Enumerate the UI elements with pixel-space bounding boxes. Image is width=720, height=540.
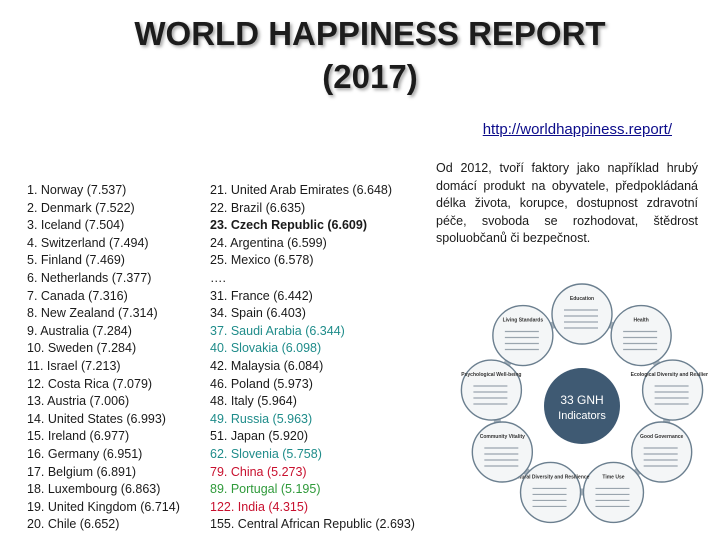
ranking-item: 20. Chile (6.652)	[27, 517, 120, 532]
ranking-item: 155. Central African Republic (2.693)	[210, 517, 415, 532]
ranking-item: 10. Sweden (7.284)	[27, 341, 137, 356]
ranking-list-mid: 21. United Arab Emirates (6.648) 22. Braz…	[210, 182, 415, 534]
title-line-1: WORLD HAPPINESS REPORT	[134, 15, 606, 52]
ranking-item: 16. Germany (6.951)	[27, 446, 143, 461]
gnh-domain-bubble	[460, 359, 523, 421]
gnh-domain-label: Ecological Diversity and Resilience	[631, 372, 708, 378]
ranking-item: 12. Costa Rica (7.079)	[27, 376, 153, 391]
ranking-item: 51. Japan (5.920)	[210, 429, 308, 444]
report-link[interactable]: http://worldhappiness.report/	[482, 121, 672, 138]
gnh-domain-bubble	[519, 461, 582, 524]
ranking-item: 48. Italy (5.964)	[210, 394, 297, 409]
ranking-item: 37. Saudi Arabia (6.344)	[210, 323, 345, 338]
ranking-list-left: 1. Norway (7.537) 2. Denmark (7.522) 3. Ic…	[27, 182, 180, 534]
ranking-item: 2. Denmark (7.522)	[27, 200, 135, 215]
gnh-domain-label: Time Use	[602, 474, 624, 480]
ranking-item: 13. Austria (7.006)	[27, 394, 130, 409]
ranking-item: 5. Finland (7.469)	[27, 253, 125, 268]
ranking-item: ….	[210, 270, 226, 285]
ranking-item: 122. India (4.315)	[210, 499, 308, 514]
gnh-domain-label: Living Standards	[503, 318, 544, 324]
gnh-domain-label: Psychological Well-being	[461, 372, 521, 378]
ranking-item: 6. Netherlands (7.377)	[27, 270, 152, 285]
factors-note: Od 2012, tvoří faktory jako například hr…	[436, 161, 698, 246]
ranking-item: 24. Argentina (6.599)	[210, 235, 327, 250]
gnh-domain-bubble	[641, 359, 704, 421]
ranking-item: 25. Mexico (6.578)	[210, 253, 314, 268]
ranking-item: 11. Israel (7.213)	[27, 358, 121, 373]
ranking-item: 3. Iceland (7.504)	[27, 218, 125, 233]
ranking-item: 40. Slovakia (6.098)	[210, 341, 322, 356]
ranking-item: 18. Luxembourg (6.863)	[27, 482, 161, 497]
ranking-item: 19. United Kingdom (6.714)	[27, 499, 180, 514]
ranking-item: 62. Slovenia (5.758)	[210, 446, 322, 461]
ranking-item: 89. Portugal (5.195)	[210, 482, 321, 497]
gnh-indicators-diagram: Education Health Ecological Diversity and …	[460, 283, 708, 524]
title-line-2: (2017)	[322, 58, 418, 95]
gnh-domain-label: Cultural Diversity and Resilience	[512, 474, 590, 480]
ranking-item: 31. France (6.442)	[210, 288, 313, 303]
gnh-domain-bubble	[582, 461, 645, 524]
ranking-item: 17. Belgium (6.891)	[27, 464, 137, 479]
ranking-item: 49. Russia (5.963)	[210, 411, 313, 426]
gnh-center-circle	[544, 368, 620, 444]
gnh-domain-label: Community Vitality	[480, 434, 525, 440]
ranking-item: 23. Czech Republic (6.609)	[210, 218, 368, 233]
ranking-item: 14. United States (6.993)	[27, 411, 166, 426]
ranking-item: 42. Malaysia (6.084)	[210, 358, 324, 373]
ranking-item: 79. China (5.273)	[210, 464, 307, 479]
gnh-domain-label: Health	[633, 318, 648, 324]
ranking-item: 1. Norway (7.537)	[27, 183, 127, 197]
gnh-center-line-1: 33 GNH	[560, 393, 603, 407]
ranking-item: 8. New Zealand (7.314)	[27, 306, 158, 321]
gnh-center-line-2: Indicators	[558, 410, 606, 422]
ranking-item: 22. Brazil (6.635)	[210, 200, 306, 215]
ranking-item: 46. Poland (5.973)	[210, 376, 313, 391]
ranking-item: 21. United Arab Emirates (6.648)	[210, 183, 393, 197]
gnh-domain-bubble	[610, 304, 672, 367]
gnh-domain-label: Good Governance	[640, 434, 684, 440]
gnh-domain-bubble	[471, 421, 534, 483]
ranking-item: 7. Canada (7.316)	[27, 288, 128, 303]
gnh-domain-label: Education	[570, 296, 594, 302]
gnh-domain-bubble	[630, 421, 693, 483]
ranking-item: 9. Australia (7.284)	[27, 323, 132, 338]
ranking-item: 15. Ireland (6.977)	[27, 429, 130, 444]
gnh-domain-bubble	[551, 283, 613, 345]
gnh-domain-bubble	[492, 304, 554, 367]
ranking-item: 4. Switzerland (7.494)	[27, 235, 149, 250]
ranking-item: 34. Spain (6.403)	[210, 306, 306, 321]
page-title: WORLD HAPPINESS REPORT (2017)	[0, 12, 720, 98]
